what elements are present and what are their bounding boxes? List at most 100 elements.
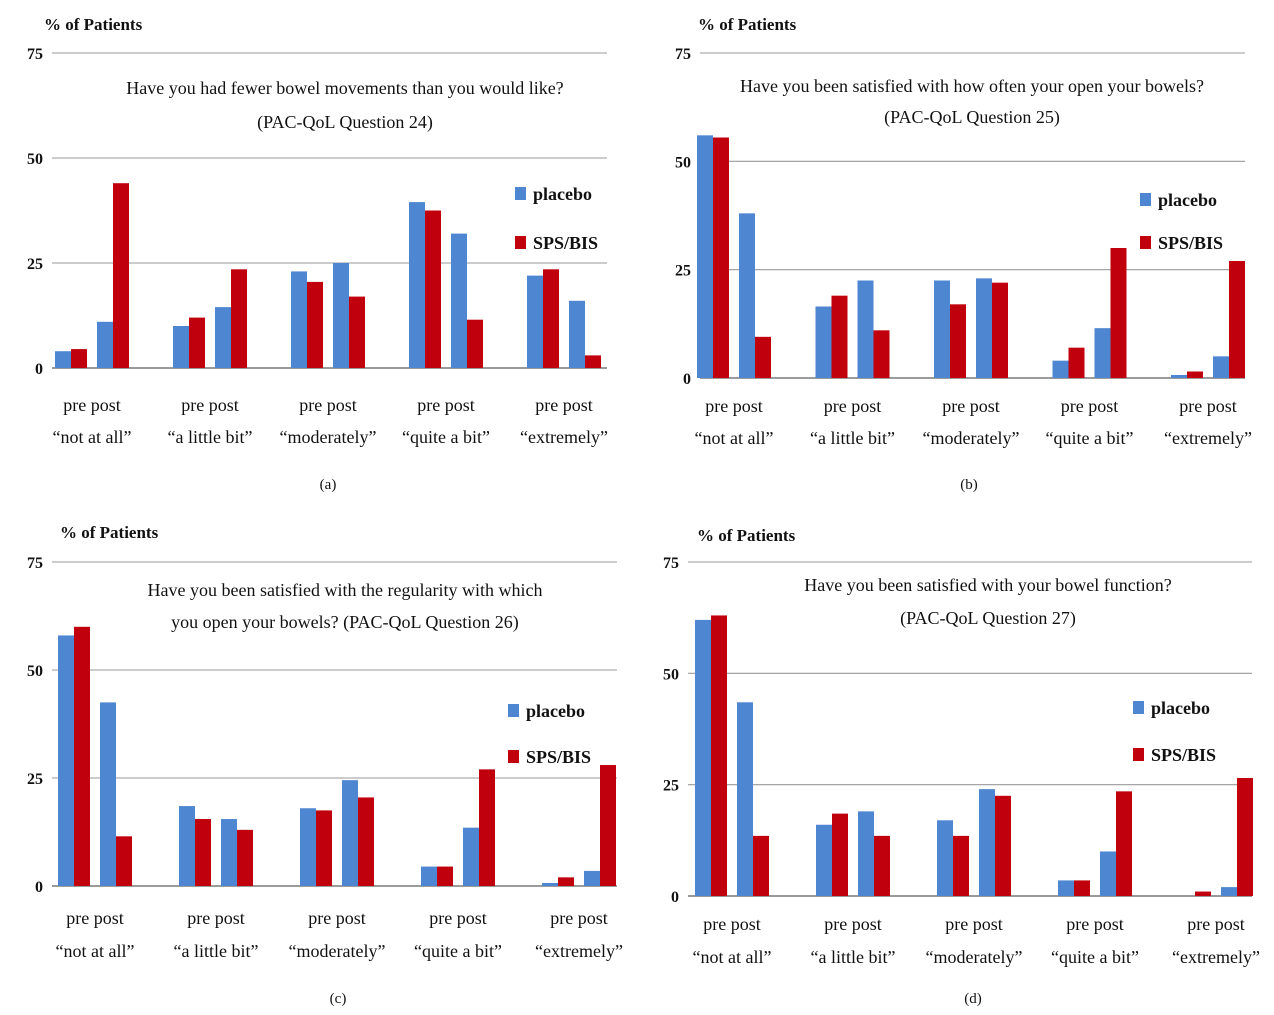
bar-placebo-post	[739, 213, 755, 378]
x-category-label: “not at all”	[695, 428, 774, 448]
bar-sps-bis-pre	[74, 626, 90, 886]
x-sublabel-pre-post: pre post	[417, 395, 475, 415]
bar-sps-bis-post	[600, 765, 616, 886]
bar-sps-bis-post	[479, 769, 495, 886]
y-tick-label: 75	[27, 46, 43, 63]
bar-placebo-pre	[179, 806, 195, 886]
bar-placebo-pre	[300, 808, 316, 886]
y-tick-label: 75	[663, 555, 679, 572]
chart-title-line: Have you been satisfied with how often y…	[740, 76, 1204, 96]
bar-sps-bis-pre	[437, 866, 453, 886]
x-sublabel-pre-post: pre post	[703, 914, 761, 934]
y-tick-label: 0	[683, 371, 691, 388]
bar-sps-bis-pre	[953, 835, 969, 896]
x-category-label: “moderately”	[289, 941, 386, 961]
bar-sps-bis-pre	[558, 877, 574, 886]
bar-sps-bis-pre	[543, 269, 559, 368]
legend-swatch	[1133, 748, 1144, 761]
bar-sps-bis-post	[116, 836, 132, 886]
bar-placebo-post	[451, 233, 467, 368]
bar-placebo-post	[858, 811, 874, 896]
bar-sps-bis-post	[1116, 791, 1132, 896]
chart-title-line: (PAC-QoL Question 24)	[257, 112, 433, 133]
bar-sps-bis-post	[992, 282, 1008, 378]
bar-placebo-pre	[55, 351, 71, 368]
y-tick-label: 25	[663, 778, 679, 795]
bar-placebo-post	[1094, 328, 1111, 378]
bar-placebo-post	[976, 278, 992, 378]
x-category-label: “moderately”	[280, 427, 377, 447]
legend-label: placebo	[1158, 190, 1217, 210]
bar-placebo-pre	[937, 820, 953, 896]
chart-title-line: (PAC-QoL Question 25)	[884, 107, 1060, 128]
bar-sps-bis-pre	[189, 317, 205, 368]
y-tick-label: 50	[663, 666, 679, 683]
y-axis-label: % of Patients	[698, 15, 797, 34]
chart-title-line: you open your bowels? (PAC-QoL Question …	[171, 612, 519, 633]
y-tick-label: 25	[27, 256, 43, 273]
y-tick-label: 25	[27, 771, 43, 788]
x-category-label: “not at all”	[53, 427, 132, 447]
bar-sps-bis-pre	[307, 281, 323, 368]
x-category-label: “extremely”	[520, 427, 608, 447]
bar-placebo-post	[857, 280, 874, 378]
legend-label: placebo	[526, 701, 585, 721]
bar-placebo-pre	[815, 306, 832, 378]
y-tick-label: 25	[675, 263, 691, 280]
x-sublabel-pre-post: pre post	[1066, 914, 1124, 934]
bar-sps-bis-pre	[711, 615, 727, 896]
legend-label: SPS/BIS	[533, 233, 598, 253]
bar-sps-bis-pre	[713, 137, 729, 378]
bar-sps-bis-post	[874, 835, 890, 896]
bar-sps-bis-post	[113, 183, 129, 368]
x-category-label: “extremely”	[1172, 947, 1260, 967]
bar-sps-bis-post	[755, 336, 771, 378]
x-category-label: “a little bit”	[810, 428, 895, 448]
y-tick-label: 0	[671, 889, 679, 906]
legend-swatch	[515, 187, 526, 200]
x-category-label: “a little bit”	[174, 941, 259, 961]
bar-placebo-post	[97, 321, 113, 368]
x-sublabel-pre-post: pre post	[187, 908, 245, 928]
x-category-label: “a little bit”	[811, 947, 896, 967]
x-sublabel-pre-post: pre post	[535, 395, 593, 415]
bar-sps-bis-post	[358, 797, 374, 886]
bar-placebo-pre	[1052, 360, 1069, 378]
x-sublabel-pre-post: pre post	[66, 908, 124, 928]
bar-sps-bis-post	[753, 835, 769, 896]
y-tick-label: 50	[27, 151, 43, 168]
legend-label: SPS/BIS	[526, 747, 591, 767]
bar-sps-bis-pre	[1195, 891, 1211, 896]
chart-title-line: (PAC-QoL Question 27)	[900, 608, 1076, 629]
x-category-label: “extremely”	[1164, 428, 1252, 448]
bar-sps-bis-post	[1110, 248, 1127, 378]
bar-sps-bis-post	[873, 330, 890, 378]
chart-title-line: Have you had fewer bowel movements than …	[126, 78, 563, 98]
legend-swatch	[1140, 193, 1151, 206]
bar-sps-bis-post	[231, 269, 247, 368]
bar-placebo-pre	[816, 824, 832, 896]
x-category-label: “not at all”	[693, 947, 772, 967]
x-category-label: “quite a bit”	[1046, 428, 1134, 448]
bar-placebo-pre	[409, 202, 425, 368]
panel-caption: (b)	[960, 477, 978, 493]
bar-sps-bis-post	[467, 319, 483, 368]
bar-placebo-pre	[291, 271, 307, 368]
x-category-label: “moderately”	[926, 947, 1023, 967]
x-sublabel-pre-post: pre post	[550, 908, 608, 928]
bar-sps-bis-pre	[195, 819, 211, 886]
bar-placebo-post	[463, 827, 479, 886]
bar-sps-bis-pre	[71, 349, 87, 368]
bar-sps-bis-post	[237, 829, 253, 886]
bar-placebo-pre	[697, 135, 713, 378]
bar-sps-bis-pre	[425, 210, 441, 368]
legend-swatch	[508, 750, 519, 763]
bar-placebo-post	[979, 789, 995, 896]
bar-placebo-pre	[527, 275, 543, 368]
legend-swatch	[1133, 701, 1144, 714]
bar-placebo-post	[1213, 356, 1229, 378]
x-sublabel-pre-post: pre post	[705, 396, 763, 416]
x-category-label: “extremely”	[535, 941, 623, 961]
